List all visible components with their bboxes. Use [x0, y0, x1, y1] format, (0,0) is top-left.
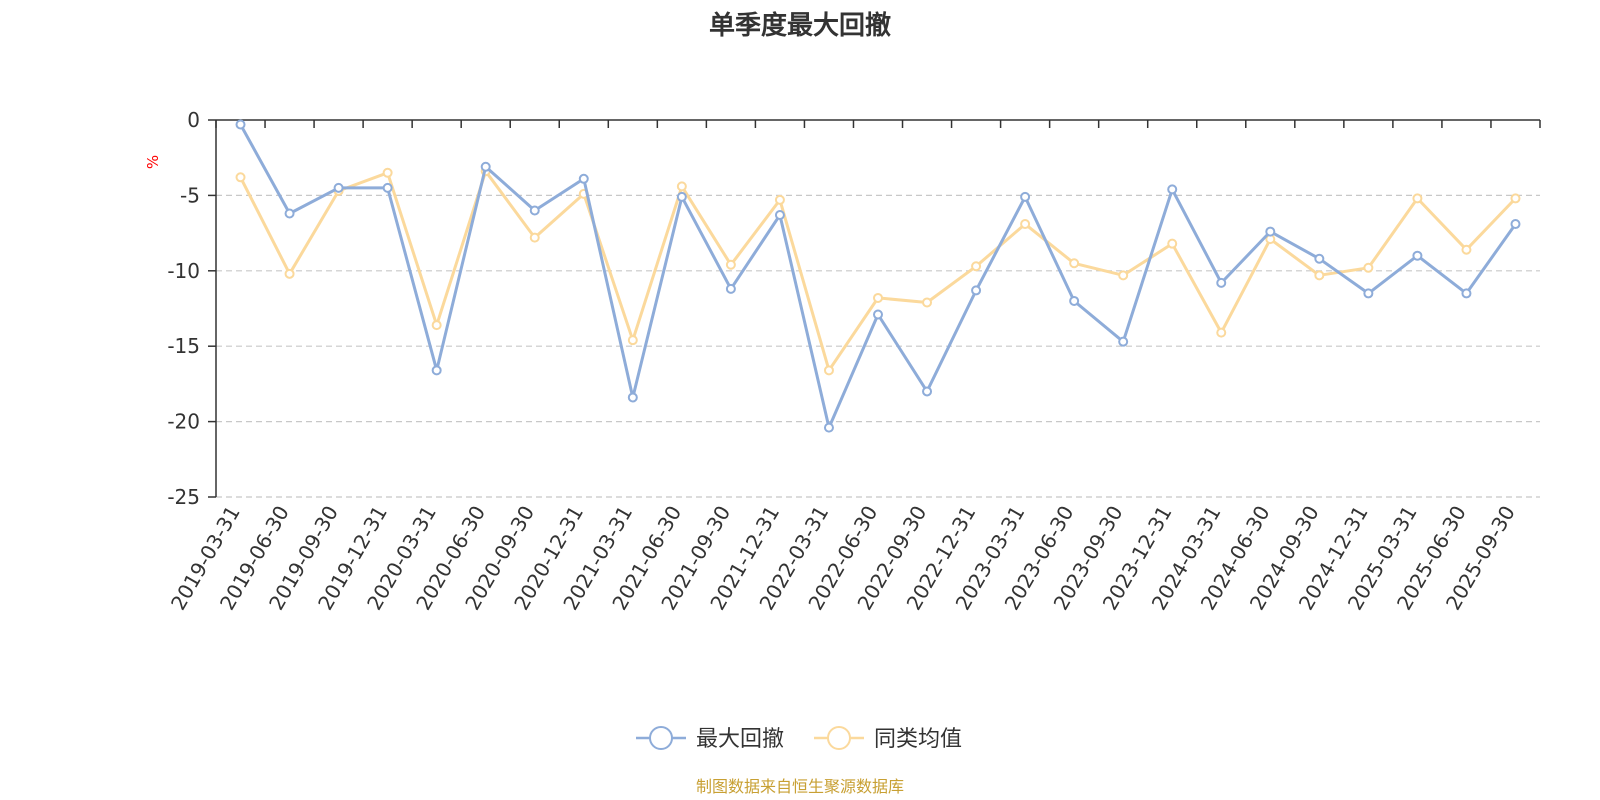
data-point[interactable] — [627, 335, 638, 346]
data-source-note: 制图数据来自恒生聚源数据库 — [696, 777, 904, 796]
data-point[interactable] — [823, 422, 834, 433]
grid-lines — [216, 194, 1540, 498]
data-point[interactable] — [1118, 270, 1129, 281]
y-tick-label: -10 — [167, 259, 200, 283]
data-point[interactable] — [1020, 219, 1031, 230]
data-point[interactable] — [922, 386, 933, 397]
legend-marker-icon — [827, 726, 851, 750]
data-point[interactable] — [971, 285, 982, 296]
data-point[interactable] — [1265, 226, 1276, 237]
legend-item-max-drawdown[interactable]: 最大回撤 — [636, 726, 784, 752]
chart-title: 单季度最大回撤 — [709, 10, 891, 41]
y-tick-label: -20 — [167, 410, 200, 434]
data-point[interactable] — [1216, 327, 1227, 338]
x-tick-labels: 2019-03-312019-06-302019-09-302019-12-31… — [166, 120, 1541, 614]
data-point[interactable] — [823, 365, 834, 376]
data-point[interactable] — [1412, 250, 1423, 261]
data-point[interactable] — [235, 119, 246, 130]
data-point[interactable] — [1069, 258, 1080, 269]
y-tick-label: -5 — [180, 183, 200, 207]
series-lines — [235, 119, 1521, 433]
data-point[interactable] — [1314, 270, 1325, 281]
axes — [215, 119, 1540, 497]
data-point[interactable] — [529, 232, 540, 243]
data-point[interactable] — [235, 172, 246, 183]
data-point[interactable] — [725, 259, 736, 270]
data-point[interactable] — [1167, 238, 1178, 249]
data-point[interactable] — [382, 182, 393, 193]
data-point[interactable] — [676, 191, 687, 202]
data-point[interactable] — [1314, 253, 1325, 264]
data-point[interactable] — [284, 268, 295, 279]
series-group — [235, 166, 1521, 376]
legend-marker-icon — [649, 726, 673, 750]
data-point[interactable] — [1461, 244, 1472, 255]
y-tick-label: -15 — [167, 334, 200, 358]
data-point[interactable] — [1510, 193, 1521, 204]
legend-label: 最大回撤 — [696, 727, 784, 752]
data-point[interactable] — [284, 208, 295, 219]
legend-item-peer-average[interactable]: 同类均值 — [814, 726, 962, 752]
data-point[interactable] — [1461, 288, 1472, 299]
data-point[interactable] — [922, 297, 933, 308]
data-point[interactable] — [1363, 288, 1374, 299]
data-point[interactable] — [1020, 191, 1031, 202]
data-point[interactable] — [480, 161, 491, 172]
legend-label: 同类均值 — [874, 727, 962, 752]
data-point[interactable] — [1510, 219, 1521, 230]
data-point[interactable] — [1118, 336, 1129, 347]
data-point[interactable] — [1216, 277, 1227, 288]
data-point[interactable] — [873, 292, 883, 303]
data-point[interactable] — [578, 173, 589, 184]
y-tick-labels: 0 -5 -10 -15 -20 -25 — [167, 108, 216, 509]
data-point[interactable] — [529, 205, 540, 216]
series-group — [235, 119, 1521, 433]
data-point[interactable] — [431, 365, 442, 376]
data-point[interactable] — [1167, 184, 1178, 195]
y-tick-label: -25 — [167, 485, 200, 509]
data-point[interactable] — [627, 392, 638, 403]
y-axis-unit: % — [144, 155, 162, 169]
data-point[interactable] — [1412, 193, 1423, 204]
data-point[interactable] — [382, 167, 393, 178]
data-point[interactable] — [1069, 295, 1080, 306]
y-tick-label: 0 — [187, 108, 200, 132]
legend[interactable]: 最大回撤 同类均值 — [636, 726, 962, 752]
data-point[interactable] — [431, 320, 442, 331]
data-point[interactable] — [774, 210, 785, 221]
data-point[interactable] — [774, 194, 785, 205]
data-point[interactable] — [676, 181, 687, 192]
data-point[interactable] — [333, 182, 344, 193]
data-point[interactable] — [1363, 262, 1374, 273]
data-point[interactable] — [971, 261, 982, 272]
data-point[interactable] — [873, 309, 883, 320]
data-point[interactable] — [725, 283, 736, 294]
